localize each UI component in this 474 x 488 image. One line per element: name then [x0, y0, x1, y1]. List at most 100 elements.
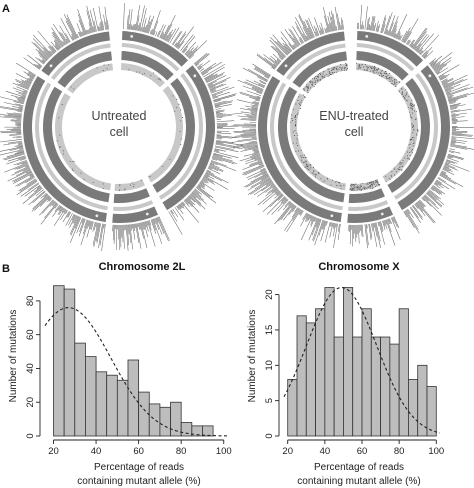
- inner-track-segment: [269, 82, 343, 211]
- histogram-title: Chromosome X: [318, 261, 400, 273]
- inner-track-segment: [348, 200, 389, 212]
- histogram-bar: [380, 336, 391, 437]
- coverage-ring-segment: [348, 188, 385, 203]
- inner-ring-segment: [120, 63, 166, 88]
- coverage-ring-segment: [387, 78, 431, 193]
- coverage-ring-segment: [113, 188, 150, 203]
- x-tick-label: 80: [394, 446, 405, 457]
- y-tick-label: 15: [264, 325, 275, 336]
- inner-ring-segment: [302, 63, 349, 94]
- histogram-bar: [305, 322, 316, 437]
- circos-label-enu-line1: ENU-treated: [319, 109, 389, 123]
- chromosome-ring-segment: [276, 31, 345, 76]
- histogram-bar: [389, 343, 400, 437]
- histogram-bar: [287, 379, 298, 437]
- coverage-ring-segment: [57, 51, 112, 88]
- inner-track-segment: [113, 200, 154, 212]
- inner-ring-segment: [54, 93, 112, 191]
- chromosome-marker: [193, 74, 197, 78]
- y-tick-label: 0: [264, 433, 275, 438]
- inner-track-segment: [394, 73, 438, 200]
- mutation-dots: [56, 64, 183, 191]
- y-tick-label: 5: [264, 398, 275, 403]
- chromosome-marker: [330, 214, 334, 218]
- histogram-bar: [333, 336, 344, 437]
- inner-track-segment: [356, 43, 415, 72]
- histogram-bar: [63, 288, 76, 437]
- histogram-title: Chromosome 2L: [99, 261, 186, 273]
- chromosome-marker: [365, 34, 369, 38]
- y-axis-label: Number of mutations: [8, 310, 19, 403]
- histogram-bar: [343, 287, 354, 437]
- y-tick-label: 80: [25, 296, 36, 307]
- histogram-bar: [398, 308, 409, 437]
- coverage-ring-segment: [356, 51, 409, 81]
- histogram-bar: [106, 374, 118, 437]
- x-tick-label: 80: [176, 446, 187, 457]
- y-tick-label: 60: [25, 329, 36, 340]
- y-tick-label: 20: [25, 397, 36, 408]
- chromosome-ring-segment: [162, 65, 216, 211]
- inner-ring-segment: [147, 85, 184, 183]
- chromosome-ring-segment: [357, 31, 424, 67]
- chromosome-ring-segment: [112, 206, 159, 223]
- mutation-spikes: [0, 3, 244, 252]
- histogram-bar: [315, 308, 326, 437]
- x-tick-label: 40: [91, 446, 102, 457]
- chromosome-marker: [380, 212, 384, 216]
- y-tick-label: 10: [264, 360, 275, 371]
- circos-plot-untreated: [0, 3, 244, 252]
- histogram-bar: [426, 386, 437, 437]
- histogram-plot-area: 20 40 60 80 100 0 5 10 15 20: [264, 286, 444, 457]
- y-axis-label: Number of mutations: [247, 310, 258, 403]
- x-tick-label: 100: [216, 446, 232, 457]
- inner-ring-segment: [290, 93, 347, 191]
- mutation-dots: [290, 62, 419, 191]
- x-tick-label: 60: [357, 446, 368, 457]
- mutation-spikes: [230, 4, 474, 249]
- x-axis-label-line2: containing mutant allele (%): [77, 476, 200, 487]
- circos-label-enu-line2: cell: [345, 125, 364, 139]
- coverage-ring-segment: [152, 78, 195, 193]
- x-tick-label: 100: [428, 446, 444, 457]
- chromosome-ring-segment: [41, 31, 110, 76]
- histogram-bar: [116, 379, 129, 437]
- histogram-bar: [370, 336, 381, 437]
- inner-track-segment: [121, 43, 180, 72]
- x-axis-label-line1: Percentage of reads: [314, 462, 404, 473]
- panel-a-letter: A: [2, 3, 10, 15]
- histogram-bar: [170, 401, 182, 437]
- chromosome-marker: [49, 64, 53, 68]
- circos-plot-enu-treated: [230, 4, 474, 249]
- histogram-bar: [148, 403, 161, 437]
- histogram-bar: [159, 406, 171, 437]
- chromosome-ring-segment: [347, 206, 394, 223]
- x-axis-label-line1: Percentage of reads: [94, 462, 184, 473]
- histogram-bar: [180, 422, 193, 437]
- inner-ring-segment: [114, 179, 146, 191]
- inner-ring-segment: [355, 63, 401, 88]
- panel-b-letter: B: [2, 263, 10, 275]
- histogram-bar: [127, 359, 140, 437]
- chromosome-ring-segment: [397, 65, 451, 211]
- histogram-chromosome-x: Chromosome X Number of mutations Percent…: [247, 261, 444, 487]
- y-tick-label: 40: [25, 363, 36, 374]
- histogram-bar: [74, 342, 86, 437]
- histogram-bar: [324, 287, 335, 437]
- inner-track-segment: [159, 73, 203, 200]
- x-tick-label: 40: [320, 446, 331, 457]
- histogram-bar: [202, 425, 214, 437]
- chromosome-marker: [428, 74, 432, 78]
- histogram-bar: [296, 315, 307, 437]
- histogram-bar: [53, 285, 65, 437]
- inner-track-segment: [286, 43, 346, 80]
- chromosome-marker: [145, 212, 149, 216]
- chromosome-marker: [284, 64, 288, 68]
- coverage-ring-segment: [121, 51, 174, 81]
- x-tick-label: 60: [133, 446, 144, 457]
- x-tick-label: 20: [282, 446, 293, 457]
- histogram-bar: [95, 371, 108, 437]
- inner-ring-segment: [67, 63, 114, 94]
- inner-track-segment: [35, 82, 108, 211]
